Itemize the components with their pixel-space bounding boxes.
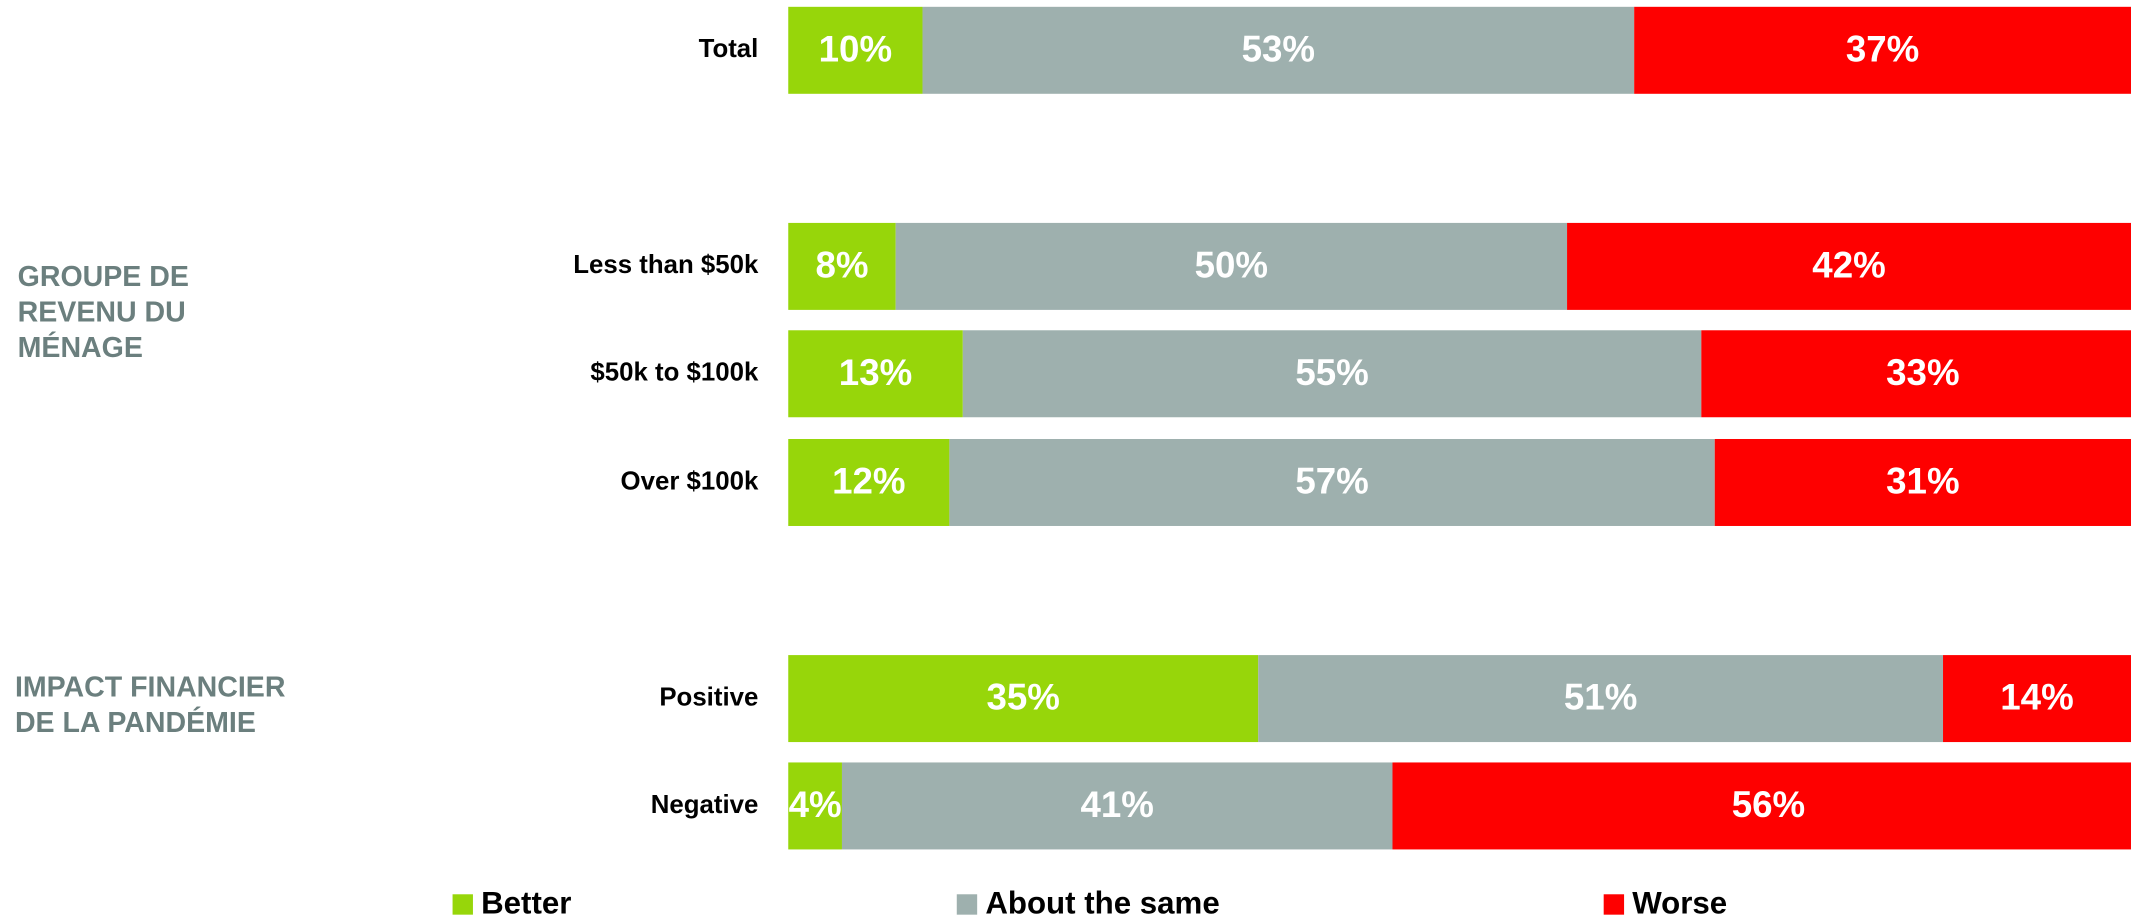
value-label: 50%	[1195, 244, 1268, 285]
legend-label: Better	[481, 885, 571, 917]
value-label: 56%	[1732, 784, 1805, 825]
value-label: 14%	[2000, 677, 2073, 718]
value-label: 31%	[1886, 461, 1959, 502]
legend-swatch	[956, 894, 978, 915]
category-label: Positive	[659, 683, 758, 711]
category-label: $50k to $100k	[590, 359, 759, 387]
value-label: 12%	[832, 461, 905, 502]
bar-segment	[895, 222, 1568, 310]
value-label: 55%	[1295, 352, 1368, 393]
category-label: Negative	[651, 791, 759, 819]
bar-segment	[1392, 762, 2131, 850]
bar-segment	[788, 655, 1259, 743]
bar-segment	[788, 762, 842, 850]
value-label: 33%	[1886, 352, 1959, 393]
legend-label: Worse	[1632, 885, 1727, 917]
bar-segment	[1567, 222, 2131, 310]
bar-segment	[788, 222, 896, 310]
value-label: 37%	[1846, 28, 1919, 69]
bar-segment	[1943, 655, 2131, 743]
bar-segment	[1634, 6, 2131, 94]
bar-segment	[1701, 330, 2131, 418]
value-label: 41%	[1081, 784, 1154, 825]
bar-segment	[788, 438, 950, 526]
bar-segment	[788, 6, 923, 94]
group-label: REVENU DU	[18, 297, 186, 329]
group-label: GROUPE DE	[18, 261, 189, 293]
group-label: IMPACT FINANCIER	[15, 672, 286, 704]
bar-segment	[1258, 655, 1944, 743]
bar-segment	[841, 762, 1393, 850]
category-label: Over $100k	[621, 467, 759, 495]
value-label: 42%	[1812, 244, 1885, 285]
bar-segment	[788, 330, 963, 418]
legend-swatch	[1603, 894, 1625, 915]
value-label: 53%	[1242, 28, 1315, 69]
category-label: Total	[699, 35, 759, 63]
value-label: 35%	[987, 677, 1060, 718]
bar-segment	[949, 438, 1715, 526]
value-label: 51%	[1564, 677, 1637, 718]
value-label: 10%	[819, 28, 892, 69]
bar-segment	[922, 6, 1635, 94]
bar-segment	[1714, 438, 2131, 526]
value-label: 4%	[789, 784, 842, 825]
legend-swatch	[452, 894, 473, 915]
group-label: MÉNAGE	[18, 332, 143, 364]
legend-label: About the same	[985, 885, 1219, 917]
value-label: 13%	[839, 352, 912, 393]
value-label: 8%	[815, 244, 868, 285]
category-label: Less than $50k	[573, 251, 759, 279]
group-label: DE LA PANDÉMIE	[15, 707, 256, 739]
bar-segment	[962, 330, 1702, 418]
value-label: 57%	[1295, 461, 1368, 502]
